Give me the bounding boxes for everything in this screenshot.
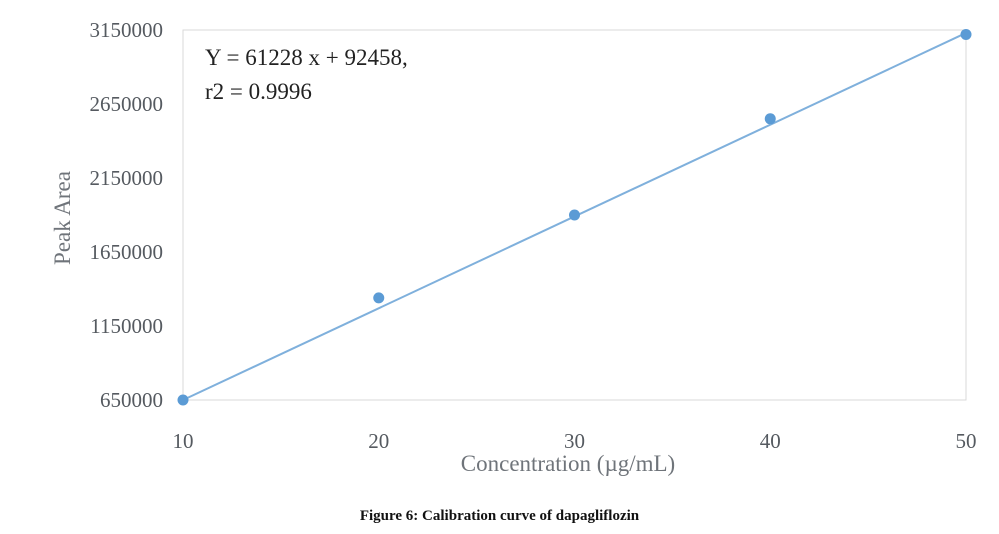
plot-frame: [182, 29, 967, 401]
x-tick-label: 10: [173, 429, 194, 453]
figure-caption: Figure 6: Calibration curve of dapaglifl…: [359, 508, 640, 524]
x-axis-title: Concentration (µg/mL): [461, 451, 675, 476]
y-tick-label: 2150000: [90, 166, 164, 190]
r-squared-label: r2 = 0.9996: [205, 79, 312, 104]
y-tick-label: 1650000: [90, 240, 164, 264]
x-tick-labels: 10 20 30 40 50: [173, 429, 977, 453]
equation-label: Y = 61228 x + 92458,: [205, 45, 408, 70]
data-point: [960, 28, 972, 40]
y-tick-label: 1150000: [90, 314, 163, 338]
x-tick-label: 30: [564, 429, 585, 453]
x-tick-label: 40: [760, 429, 781, 453]
y-tick-label: 650000: [100, 388, 163, 412]
data-point: [764, 113, 776, 125]
data-points: [177, 28, 972, 406]
data-point: [373, 292, 385, 304]
y-tick-label: 3150000: [90, 18, 164, 42]
data-point: [569, 209, 580, 221]
y-tick-label: 2650000: [90, 92, 164, 116]
x-tick-label: 20: [368, 429, 389, 453]
data-point: [177, 394, 189, 406]
x-tick-label: 50: [956, 429, 977, 453]
y-tick-labels: 650000 1150000 1650000 2150000 2650000 315000…: [90, 18, 164, 412]
y-axis-title: Peak Area: [50, 171, 75, 265]
